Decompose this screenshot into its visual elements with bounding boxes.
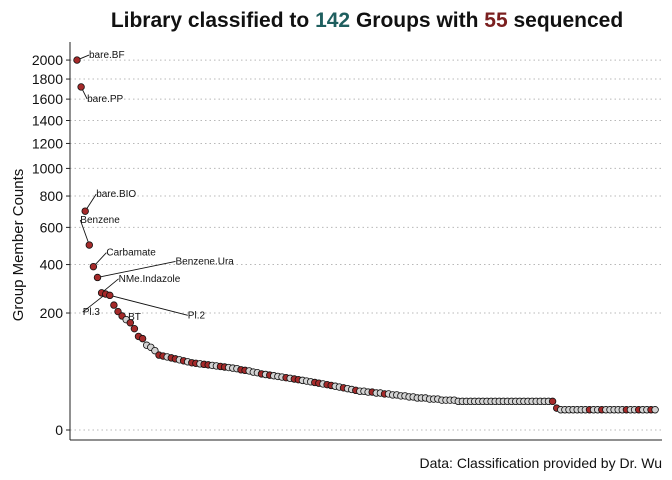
y-tick-label-4: 800 bbox=[40, 188, 64, 204]
data-point-1 bbox=[73, 56, 81, 64]
annotation-leader-benzene bbox=[79, 219, 90, 246]
y-tick-label-6: 1200 bbox=[32, 135, 63, 151]
annotation-label-carbamate: Carbamate bbox=[106, 248, 156, 259]
data-point-117 bbox=[548, 397, 557, 406]
data-point-15 bbox=[130, 324, 139, 333]
annotation-label-bare-pp: bare.PP bbox=[87, 94, 123, 105]
y-tick-label-5: 1000 bbox=[32, 160, 63, 176]
data-point-142 bbox=[651, 406, 659, 414]
annotation-leader-benzene-ura bbox=[97, 261, 176, 278]
caption: Data: Classification provided by Dr. Wu bbox=[419, 455, 662, 471]
annotation-label-pl-2: Pl.2 bbox=[188, 310, 206, 321]
title-sequenced-count: 55 bbox=[484, 9, 508, 32]
annotation-label-bare-bf: bare.BF bbox=[89, 50, 125, 61]
title-groups-count: 142 bbox=[315, 9, 350, 32]
y-tick-label-10: 2000 bbox=[32, 52, 63, 68]
data-point-6 bbox=[93, 273, 102, 282]
chart-title: Library classified to 142 Groups with 55… bbox=[111, 9, 623, 32]
data-point-17 bbox=[138, 334, 147, 343]
y-axis-title: Group Member Counts bbox=[10, 169, 27, 322]
y-tick-label-7: 1400 bbox=[32, 112, 63, 128]
annotation-leader-pl-3 bbox=[82, 293, 106, 313]
data-point-5 bbox=[89, 262, 98, 271]
data-point-4 bbox=[85, 241, 93, 249]
title-prefix: Library classified to bbox=[111, 9, 315, 32]
y-tick-label-1: 200 bbox=[40, 305, 64, 321]
annotation-leader-pl-2 bbox=[109, 294, 188, 316]
y-tick-label-2: 400 bbox=[40, 257, 64, 273]
y-tick-label-3: 600 bbox=[40, 219, 64, 235]
annotation-label-benzene-ura: Benzene.Ura bbox=[176, 256, 235, 267]
annotation-label-bare-bio: bare.BIO bbox=[96, 189, 136, 200]
data-point-20 bbox=[151, 346, 159, 355]
data-point-3 bbox=[81, 207, 89, 215]
y-axis-ticks: 0 200 400 600 800 1000 1200 1400 1600 1800 2000 bbox=[32, 52, 70, 438]
data-point-2 bbox=[77, 83, 85, 91]
data-point-14 bbox=[126, 319, 134, 327]
annotation-label-nme-indazole: NMe.Indazole bbox=[119, 274, 181, 285]
annotation-label-benzene: Benzene bbox=[80, 215, 120, 226]
title-suffix: sequenced bbox=[508, 9, 624, 32]
y-tick-label-8: 1600 bbox=[32, 91, 63, 107]
data-point-9 bbox=[106, 291, 114, 300]
data-point-10 bbox=[110, 301, 118, 309]
gridlines bbox=[70, 59, 662, 431]
annotation-label-bt: BT bbox=[128, 312, 141, 323]
y-tick-label-0: 0 bbox=[55, 422, 63, 438]
title-middle: Groups with bbox=[350, 9, 484, 32]
data-points bbox=[73, 56, 659, 414]
annotations: bare.BF bare.PP bare.BIO Benzene Carbamate Be… bbox=[76, 50, 235, 323]
annotation-label-pl-3: Pl.3 bbox=[83, 307, 101, 318]
y-tick-label-9: 1800 bbox=[32, 71, 63, 87]
